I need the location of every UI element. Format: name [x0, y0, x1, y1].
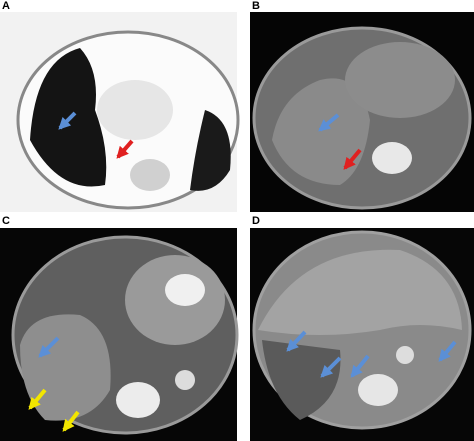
panel-label: D: [252, 215, 260, 227]
left-lung: [190, 110, 231, 191]
aorta: [396, 346, 414, 364]
panel-label: A: [2, 0, 10, 12]
contrast-chamber: [165, 274, 205, 306]
spine: [130, 159, 170, 191]
spine: [116, 382, 160, 418]
lung-base: [262, 340, 341, 420]
arrow-yellow: [28, 388, 47, 410]
arrow-red: [116, 139, 134, 159]
arrow-blue: [38, 336, 60, 358]
spine: [372, 142, 412, 174]
panel-b: [250, 12, 474, 212]
panel-a: [0, 12, 240, 212]
mediastinum: [97, 80, 173, 140]
panel-label: B: [252, 0, 260, 12]
panel-label: C: [2, 215, 10, 227]
arrow-blue: [350, 354, 370, 378]
arrow-red: [343, 148, 362, 170]
panel-d: [250, 228, 474, 441]
panel-c: [0, 228, 239, 441]
arrow-blue: [318, 113, 340, 132]
heart: [345, 42, 455, 118]
arrow-blue: [58, 111, 77, 130]
arrow-yellow: [62, 410, 80, 432]
liver: [258, 249, 462, 335]
spine: [358, 374, 398, 406]
aorta: [175, 370, 195, 390]
arrow-blue: [438, 340, 457, 362]
arrow-blue: [286, 330, 307, 352]
arrow-blue: [320, 356, 342, 378]
